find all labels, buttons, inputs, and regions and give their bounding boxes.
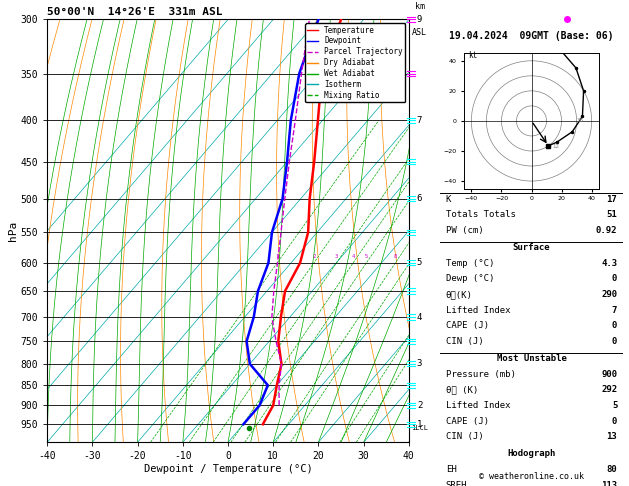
Text: 8: 8 <box>394 255 397 260</box>
Y-axis label: hPa: hPa <box>8 221 18 241</box>
Text: 7: 7 <box>417 116 422 125</box>
Text: CIN (J): CIN (J) <box>446 433 484 441</box>
Text: Dewp (°C): Dewp (°C) <box>446 274 494 283</box>
Text: 4: 4 <box>352 255 355 260</box>
Text: Hodograph: Hodograph <box>508 449 555 458</box>
Text: Pressure (mb): Pressure (mb) <box>446 369 516 379</box>
Text: 5: 5 <box>612 401 617 410</box>
Text: SREH: SREH <box>446 481 467 486</box>
Text: 0: 0 <box>612 274 617 283</box>
Text: 0.92: 0.92 <box>596 226 617 235</box>
Text: 900: 900 <box>601 369 617 379</box>
Text: 2: 2 <box>312 255 316 260</box>
Text: 80: 80 <box>606 465 617 474</box>
Text: PW (cm): PW (cm) <box>446 226 484 235</box>
Text: Totals Totals: Totals Totals <box>446 210 516 219</box>
Text: Temp (°C): Temp (°C) <box>446 259 494 268</box>
Text: CAPE (J): CAPE (J) <box>446 321 489 330</box>
Text: 51: 51 <box>606 210 617 219</box>
Text: EH: EH <box>446 465 457 474</box>
Text: 3: 3 <box>335 255 338 260</box>
Legend: Temperature, Dewpoint, Parcel Trajectory, Dry Adiabat, Wet Adiabat, Isotherm, Mi: Temperature, Dewpoint, Parcel Trajectory… <box>305 23 405 102</box>
Text: CAPE (J): CAPE (J) <box>446 417 489 426</box>
Text: 2: 2 <box>417 401 422 410</box>
Text: 0: 0 <box>612 417 617 426</box>
Text: θᴇ(K): θᴇ(K) <box>446 290 472 299</box>
Text: 292: 292 <box>601 385 617 394</box>
Text: km: km <box>415 2 425 11</box>
Text: Surface: Surface <box>513 243 550 252</box>
Text: 1: 1 <box>276 255 279 260</box>
Text: © weatheronline.co.uk: © weatheronline.co.uk <box>479 472 584 481</box>
Text: 0: 0 <box>612 337 617 346</box>
Text: 1LCL: 1LCL <box>411 425 428 431</box>
Text: 4.3: 4.3 <box>601 259 617 268</box>
Text: 17: 17 <box>606 195 617 204</box>
Text: 290: 290 <box>601 290 617 299</box>
Text: CIN (J): CIN (J) <box>446 337 484 346</box>
Text: ASL: ASL <box>412 28 427 37</box>
Text: 5: 5 <box>417 259 422 267</box>
Text: 0: 0 <box>612 321 617 330</box>
Text: 36: 36 <box>576 119 584 123</box>
Text: 9: 9 <box>417 15 422 24</box>
Text: 113: 113 <box>601 481 617 486</box>
Text: kt: kt <box>469 51 477 60</box>
Text: Lifted Index: Lifted Index <box>446 306 510 314</box>
Text: 19.04.2024  09GMT (Base: 06): 19.04.2024 09GMT (Base: 06) <box>449 32 614 41</box>
Text: 6: 6 <box>417 194 422 203</box>
Text: Lifted Index: Lifted Index <box>446 401 510 410</box>
Text: 3: 3 <box>417 359 422 368</box>
Text: Most Unstable: Most Unstable <box>496 354 567 363</box>
Text: 50°00'N  14°26'E  331m ASL: 50°00'N 14°26'E 331m ASL <box>47 7 223 17</box>
X-axis label: Dewpoint / Temperature (°C): Dewpoint / Temperature (°C) <box>143 464 313 474</box>
Text: 1: 1 <box>417 420 422 429</box>
Text: θᴇ (K): θᴇ (K) <box>446 385 478 394</box>
Text: 12: 12 <box>552 144 559 149</box>
Text: 4: 4 <box>417 312 422 322</box>
Text: 7: 7 <box>612 306 617 314</box>
Text: K: K <box>446 195 451 204</box>
Text: 5: 5 <box>365 255 368 260</box>
Text: 13: 13 <box>606 433 617 441</box>
